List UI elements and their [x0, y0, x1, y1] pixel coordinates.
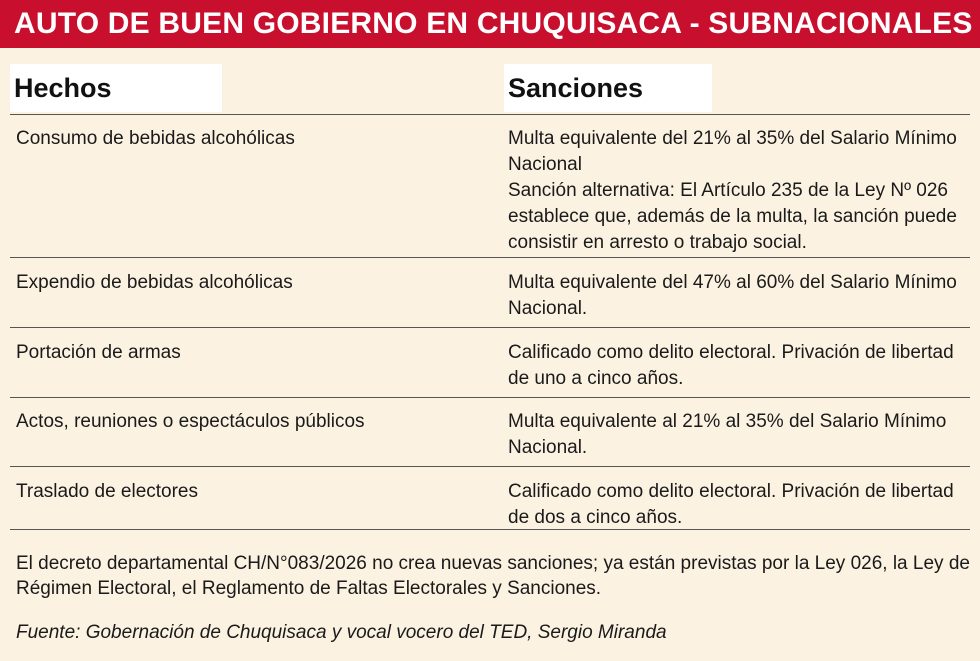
column-header-sanciones: Sanciones [504, 64, 712, 112]
header-divider [10, 114, 970, 115]
row-divider [10, 529, 970, 530]
banner-spacer [0, 48, 980, 58]
footnote: El decreto departamental CH/N°083/2026 n… [16, 553, 970, 599]
sancion-line: Sanción alternativa: El Artículo 235 de … [508, 180, 957, 253]
source-credit: Fuente: Gobernación de Chuquisaca y voca… [16, 622, 667, 643]
hecho-cell: Consumo de bebidas alcohólicas [16, 128, 295, 149]
row-divider [10, 257, 970, 258]
sancion-line: Multa equivalente del 47% al 60% del Sal… [508, 272, 957, 319]
column-header-hechos: Hechos [10, 64, 222, 112]
hecho-cell: Actos, reuniones o espectáculos públicos [16, 411, 365, 432]
sancion-line: Multa equivalente del 21% al 35% del Sal… [508, 128, 957, 175]
sancion-cell: Calificado como delito electoral. Privac… [508, 340, 968, 392]
sancion-line: Calificado como delito electoral. Privac… [508, 481, 954, 528]
sancion-cell: Multa equivalente del 47% al 60% del Sal… [508, 270, 968, 322]
sancion-line: Calificado como delito electoral. Privac… [508, 342, 954, 389]
row-divider [10, 397, 970, 398]
sancion-cell: Multa equivalente del 21% al 35% del Sal… [508, 126, 968, 256]
sancion-line: Multa equivalente al 21% al 35% del Sala… [508, 411, 947, 458]
sancion-cell: Calificado como delito electoral. Privac… [508, 479, 968, 531]
row-divider [10, 466, 970, 467]
hecho-cell: Expendio de bebidas alcohólicas [16, 272, 293, 293]
row-divider [10, 327, 970, 328]
sancion-cell: Multa equivalente al 21% al 35% del Sala… [508, 409, 968, 461]
page-title: AUTO DE BUEN GOBIERNO EN CHUQUISACA - SU… [0, 0, 980, 48]
hecho-cell: Traslado de electores [16, 481, 199, 502]
hecho-cell: Portación de armas [16, 342, 181, 363]
